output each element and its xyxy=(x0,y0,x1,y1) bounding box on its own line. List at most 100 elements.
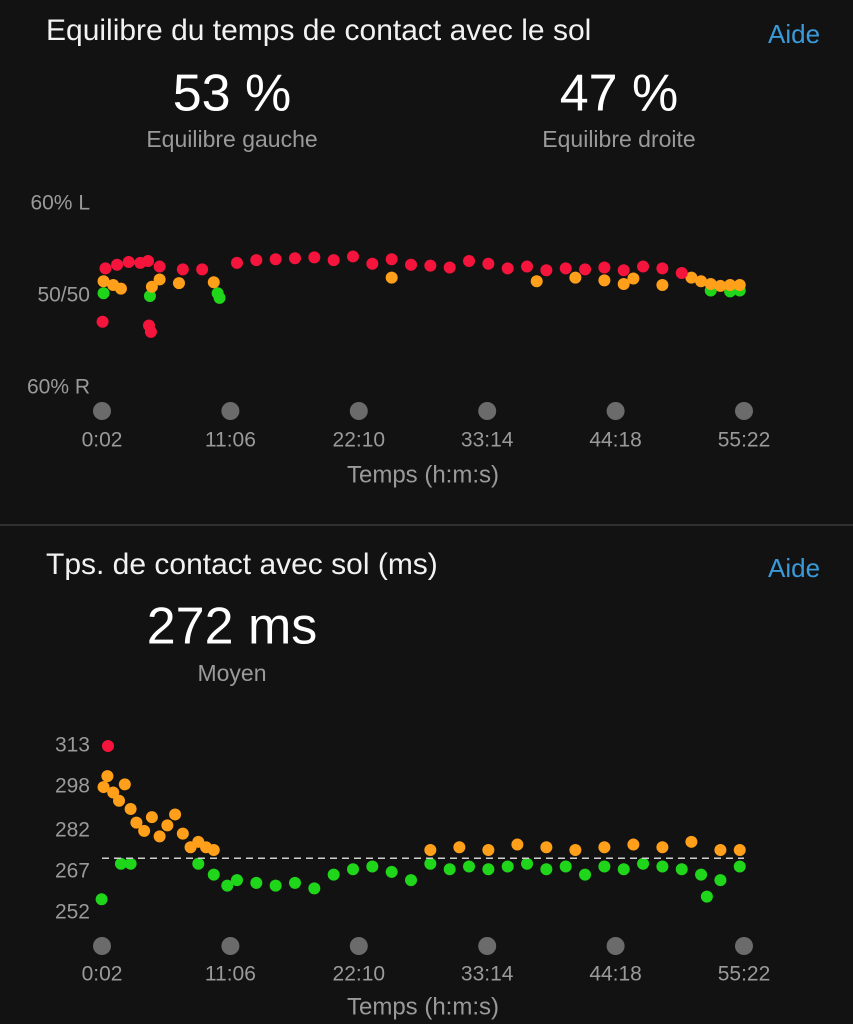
point xyxy=(101,740,114,752)
point xyxy=(482,257,495,270)
point xyxy=(169,808,182,821)
x-tick-label: 33:14 xyxy=(461,429,514,452)
point xyxy=(153,260,166,273)
stat-value: 272 ms xyxy=(147,598,318,656)
point xyxy=(99,262,112,275)
point xyxy=(122,255,135,268)
point xyxy=(366,860,379,873)
point xyxy=(153,273,166,286)
point xyxy=(130,816,143,829)
point xyxy=(385,253,398,266)
point xyxy=(482,844,495,857)
point xyxy=(111,258,124,271)
x-tick-label: 11:06 xyxy=(205,963,256,986)
x-tick-dot xyxy=(93,937,111,955)
point xyxy=(501,262,514,275)
point xyxy=(288,252,301,265)
point xyxy=(176,827,189,840)
stat-label: Equilibre droite xyxy=(542,126,695,152)
point xyxy=(579,263,592,276)
point xyxy=(733,278,746,291)
point xyxy=(637,857,650,870)
point xyxy=(138,824,151,837)
x-tick-dot xyxy=(349,402,368,420)
point xyxy=(656,860,669,873)
point xyxy=(124,857,137,870)
point xyxy=(213,291,226,304)
point xyxy=(675,267,688,279)
point xyxy=(176,263,189,276)
x-tick-label: 33:14 xyxy=(461,963,514,986)
point xyxy=(196,263,209,276)
point xyxy=(144,325,157,338)
point xyxy=(142,255,155,268)
point xyxy=(230,256,243,269)
x-tick-dot xyxy=(221,402,240,420)
point xyxy=(482,863,495,876)
point xyxy=(346,250,359,263)
stat-label: Equilibre gauche xyxy=(146,126,317,152)
point xyxy=(101,770,114,783)
point xyxy=(424,844,437,857)
x-tick-dot xyxy=(478,937,497,955)
y-tick-label: 252 xyxy=(55,901,90,924)
point xyxy=(385,865,398,878)
y-tick-label: 298 xyxy=(55,775,90,798)
point xyxy=(161,819,174,832)
point xyxy=(97,287,110,300)
y-tick-label: 313 xyxy=(55,734,90,757)
x-tick-dot xyxy=(478,402,497,420)
point xyxy=(96,315,109,328)
x-tick-dot xyxy=(606,937,625,955)
point xyxy=(733,844,746,857)
point xyxy=(627,838,640,851)
x-tick-dot xyxy=(606,402,625,420)
point xyxy=(617,278,630,291)
point xyxy=(153,830,166,843)
point xyxy=(269,253,282,266)
point xyxy=(172,277,185,290)
point xyxy=(424,259,437,272)
chart-title: Tps. de contact avec sol (ms) xyxy=(46,548,438,581)
chart-title: Equilibre du temps de contact avec le so… xyxy=(46,14,591,47)
point xyxy=(124,802,137,815)
x-tick-label: 11:06 xyxy=(205,429,256,452)
x-tick-dot xyxy=(221,937,240,955)
point xyxy=(714,844,727,857)
x-tick-label: 44:18 xyxy=(589,963,642,986)
point xyxy=(118,778,131,791)
point xyxy=(714,279,727,292)
point xyxy=(443,261,456,274)
help-link[interactable]: Aide xyxy=(768,553,820,583)
x-tick-dot xyxy=(93,402,111,420)
point xyxy=(675,863,688,876)
point xyxy=(695,275,708,288)
y-tick-label: 267 xyxy=(55,859,90,882)
point xyxy=(733,860,746,873)
point xyxy=(656,262,669,275)
point xyxy=(463,860,476,873)
point xyxy=(463,255,476,268)
x-tick-label: 22:10 xyxy=(333,429,386,452)
point xyxy=(617,863,630,876)
point xyxy=(540,264,553,277)
x-tick-label: 55:22 xyxy=(718,429,771,452)
point xyxy=(598,860,611,873)
point xyxy=(540,863,553,876)
point xyxy=(453,841,466,854)
x-tick-dot xyxy=(349,937,368,955)
stat-value: 53 % xyxy=(173,65,292,123)
point xyxy=(221,879,234,892)
help-link[interactable]: Aide xyxy=(768,19,820,49)
point xyxy=(511,838,524,851)
point xyxy=(113,794,126,807)
x-axis-title: Temps (h:m:s) xyxy=(347,461,499,488)
point xyxy=(656,841,669,854)
point xyxy=(501,860,514,873)
point xyxy=(230,874,243,887)
point xyxy=(250,876,263,889)
y-tick-label: 282 xyxy=(55,818,90,841)
point xyxy=(269,879,282,892)
stat-label: Moyen xyxy=(197,660,266,686)
